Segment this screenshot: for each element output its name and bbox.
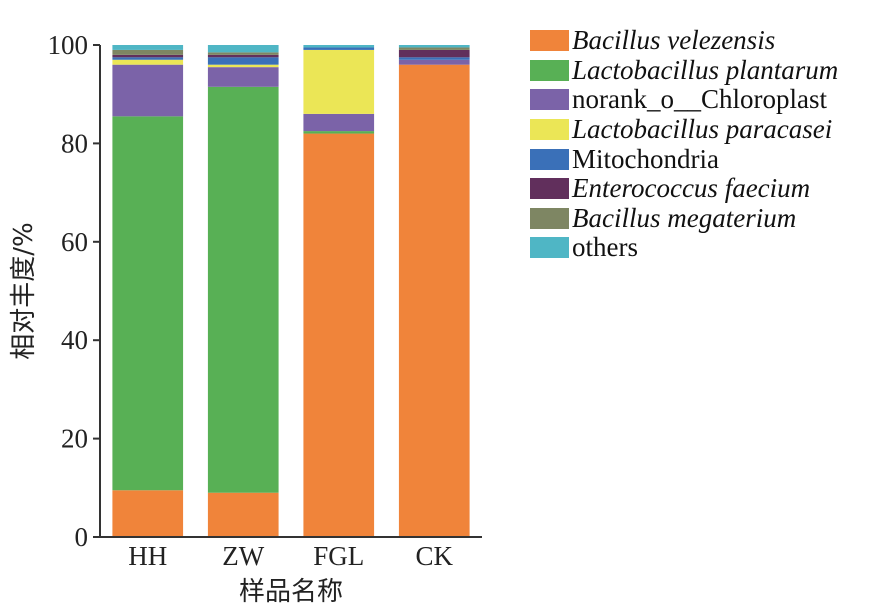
bar-segment-ck-6 [398, 47, 470, 50]
bar-segment-zw-5 [207, 54, 279, 58]
y-tick-label: 60 [61, 227, 88, 257]
legend-swatch [530, 59, 569, 81]
y-tick-label: 40 [61, 325, 88, 355]
x-tick-label-zw: ZW [222, 541, 264, 571]
bar-segment-fgl-3 [303, 49, 375, 114]
y-tick-label: 100 [48, 30, 89, 60]
bar-segment-hh-0 [112, 490, 184, 537]
legend-label: Enterococcus faecium [572, 173, 811, 204]
bar-segment-hh-3 [112, 59, 184, 65]
bar-segment-hh-5 [112, 54, 184, 58]
bar-segment-fgl-0 [303, 133, 375, 537]
legend-swatch [530, 178, 569, 200]
bar-segment-zw-7 [207, 45, 279, 53]
bar-segment-zw-3 [207, 64, 279, 68]
y-tick-label: 0 [75, 522, 89, 552]
bar-segment-fgl-7 [303, 45, 375, 48]
legend-label: Lactobacillus paracasei [572, 114, 833, 145]
bar-segment-ck-0 [398, 64, 470, 538]
bar-segment-ck-7 [398, 45, 470, 48]
legend-label: Bacillus megaterium [572, 202, 797, 233]
bar-segment-zw-2 [207, 67, 279, 87]
x-tick-label-ck: CK [415, 541, 453, 571]
bars-group [112, 45, 470, 538]
bar-segment-ck-4 [398, 57, 470, 60]
axes-group [99, 45, 482, 538]
bar-segment-zw-1 [207, 86, 279, 493]
legend-item: Lactobacillus plantarum [530, 54, 839, 86]
legend-swatch [530, 207, 569, 229]
legend-item: Mitochondria [530, 144, 838, 174]
legend-item: others [530, 233, 838, 263]
bar-segment-fgl-4 [303, 47, 375, 50]
legend-label: others [572, 232, 638, 263]
legend-item: Enterococcus faecium [530, 174, 838, 204]
legend-swatch [530, 30, 569, 52]
legend-item: Bacillus velezensis [530, 26, 838, 56]
bar-segment-hh-2 [112, 64, 184, 117]
bar-segment-hh-1 [112, 116, 184, 491]
legend-label: Bacillus velezensis [572, 25, 776, 56]
legend-item: Bacillus megaterium [530, 202, 838, 234]
legend-label: Mitochondria [572, 143, 719, 174]
bar-segment-ck-2 [398, 59, 470, 65]
y-tick-label: 20 [61, 424, 88, 454]
bar-segment-zw-6 [207, 52, 279, 55]
y-tick-label: 80 [61, 128, 88, 158]
legend-item: Lactobacillus paracasei [530, 115, 838, 145]
y-axis-title: 相对丰度/% [9, 222, 39, 359]
bar-segment-hh-6 [112, 49, 184, 55]
legend: Bacillus velezensis Lactobacillus plantar… [530, 26, 838, 263]
bar-segment-fgl-2 [303, 113, 375, 132]
x-ticks-group: HH ZW FGL CK [128, 541, 453, 571]
bar-segment-ck-5 [398, 49, 470, 58]
x-axis-title: 样品名称 [239, 577, 343, 607]
x-tick-label-fgl: FGL [313, 541, 364, 571]
legend-item: norank_o__Chloroplast [530, 85, 838, 115]
bar-segment-zw-0 [207, 492, 279, 537]
y-ticks-group: 0 20 40 60 80 100 [48, 30, 100, 552]
legend-label: Lactobacillus plantarum [572, 54, 839, 85]
bar-segment-hh-4 [112, 57, 184, 60]
bar-segment-hh-7 [112, 45, 184, 50]
legend-label: norank_o__Chloroplast [572, 84, 827, 115]
legend-swatch [530, 148, 569, 170]
x-tick-label-hh: HH [128, 541, 167, 571]
legend-swatch [530, 89, 569, 111]
bar-segment-zw-4 [207, 57, 279, 65]
legend-swatch [530, 119, 569, 141]
bar-segment-fgl-1 [303, 131, 375, 134]
legend-swatch [530, 237, 569, 259]
